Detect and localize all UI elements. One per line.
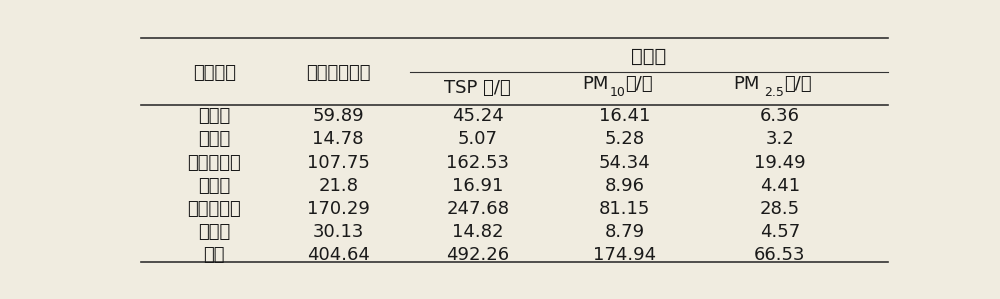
Text: 81.15: 81.15: [599, 199, 651, 218]
Text: 道路类型: 道路类型: [193, 64, 236, 82]
Text: 28.5: 28.5: [760, 199, 800, 218]
Text: 尘负荷（吨）: 尘负荷（吨）: [306, 64, 370, 82]
Text: 10: 10: [609, 86, 625, 99]
Text: 162.53: 162.53: [446, 153, 509, 172]
Text: 107.75: 107.75: [307, 153, 370, 172]
Text: 16.41: 16.41: [599, 107, 651, 126]
Text: 66.53: 66.53: [754, 245, 806, 264]
Text: 14.82: 14.82: [452, 222, 503, 241]
Text: TSP 吨/日: TSP 吨/日: [444, 79, 511, 97]
Text: 吨/日: 吨/日: [784, 75, 811, 93]
Text: 3.2: 3.2: [766, 130, 794, 149]
Text: 174.94: 174.94: [593, 245, 656, 264]
Text: 54.34: 54.34: [599, 153, 651, 172]
Text: 总计: 总计: [203, 245, 225, 264]
Text: 45.24: 45.24: [452, 107, 504, 126]
Text: PM: PM: [582, 75, 609, 93]
Text: 三环至四环: 三环至四环: [187, 199, 241, 218]
Text: 2.5: 2.5: [764, 86, 784, 99]
Text: 排放量: 排放量: [631, 47, 666, 65]
Text: 8.79: 8.79: [605, 222, 645, 241]
Text: 二环路: 二环路: [198, 130, 230, 149]
Text: 404.64: 404.64: [307, 245, 370, 264]
Text: 二环至三环: 二环至三环: [187, 153, 241, 172]
Text: 5.07: 5.07: [458, 130, 498, 149]
Text: 492.26: 492.26: [446, 245, 509, 264]
Text: 30.13: 30.13: [312, 222, 364, 241]
Text: 四环路: 四环路: [198, 222, 230, 241]
Text: 247.68: 247.68: [446, 199, 509, 218]
Text: 19.49: 19.49: [754, 153, 806, 172]
Text: 14.78: 14.78: [312, 130, 364, 149]
Text: 8.96: 8.96: [605, 176, 645, 195]
Text: 6.36: 6.36: [760, 107, 800, 126]
Text: PM: PM: [733, 75, 760, 93]
Text: 4.57: 4.57: [760, 222, 800, 241]
Text: 21.8: 21.8: [318, 176, 358, 195]
Text: 三环路: 三环路: [198, 176, 230, 195]
Text: 5.28: 5.28: [605, 130, 645, 149]
Text: 170.29: 170.29: [307, 199, 370, 218]
Text: 二环内: 二环内: [198, 107, 230, 126]
Text: 4.41: 4.41: [760, 176, 800, 195]
Text: 16.91: 16.91: [452, 176, 503, 195]
Text: 吨/日: 吨/日: [625, 75, 652, 93]
Text: 59.89: 59.89: [312, 107, 364, 126]
